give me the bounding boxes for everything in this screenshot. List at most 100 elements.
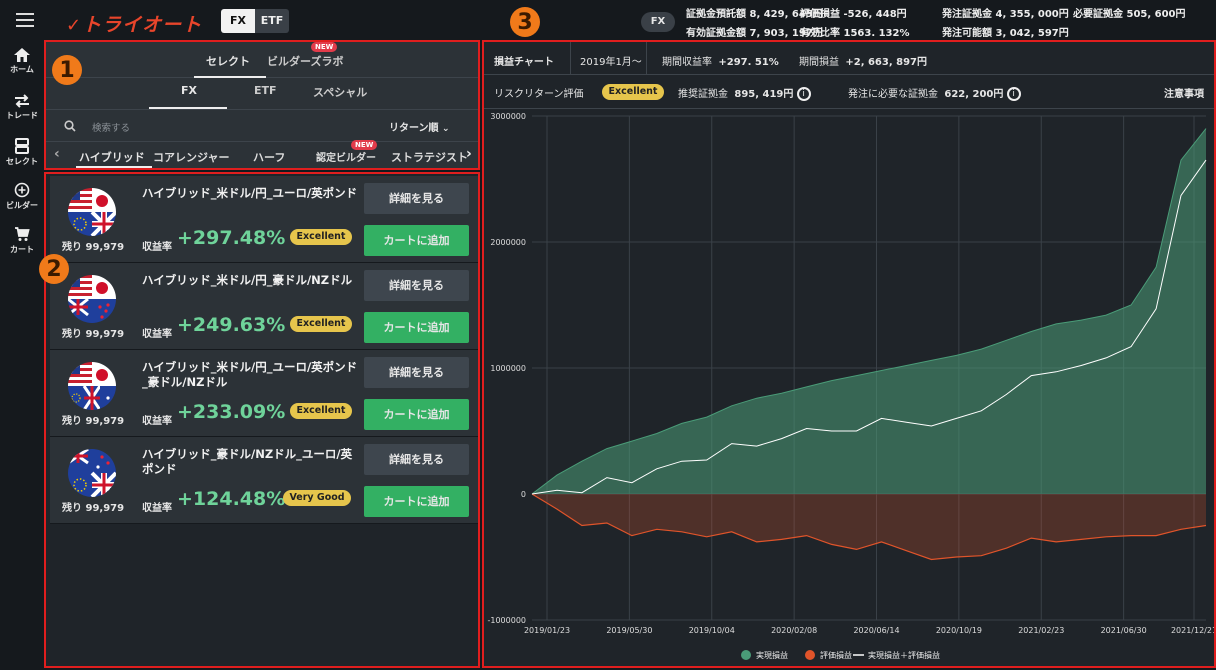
account-available: 発注可能額 3, 042, 597円	[942, 28, 1069, 39]
unrealized-pl-area	[532, 494, 1206, 560]
detail-button[interactable]: 詳細を見る	[364, 270, 469, 301]
top-bar: ✓トライオート FX ETF FX 証拠金預託額 8, 429, 645円 評価…	[0, 0, 1216, 40]
sub-tabs: FX ETF スペシャル	[46, 78, 478, 110]
period-pl: 期間損益 +2, 663, 897円	[799, 57, 928, 68]
chart-panel: 損益チャート 2019年1月～ 期間収益率 +297. 51% 期間損益 +2,…	[482, 40, 1216, 668]
badge-3: 3	[510, 7, 540, 37]
search-input[interactable]: 検索する	[92, 123, 131, 134]
return-value: +297.48%	[177, 227, 286, 249]
period-return: 期間収益率 +297. 51%	[662, 57, 779, 68]
account-unrealized: 評価損益 -526, 448円	[800, 9, 907, 20]
cart-icon	[15, 227, 30, 241]
remaining-count: 残り 99,979	[62, 503, 125, 514]
return-value: +233.09%	[177, 401, 286, 423]
tab-select[interactable]: セレクト	[206, 55, 250, 68]
grade-badge: Excellent	[290, 403, 352, 419]
category-core-ranger[interactable]: コアレンジャー	[153, 151, 230, 164]
subtab-fx[interactable]: FX	[181, 84, 197, 97]
category-certified-builder[interactable]: 認定ビルダー	[316, 153, 376, 164]
return-label: 収益率	[142, 416, 172, 427]
remaining-count: 残り 99,979	[62, 242, 125, 253]
unrealized-pl-line	[531, 493, 1207, 561]
chevron-down-icon: ⌄	[441, 124, 450, 134]
y-tick-label: -1000000	[487, 616, 526, 625]
badge-1: 1	[52, 55, 82, 85]
chevron-left-icon[interactable]: ‹	[54, 146, 60, 162]
info-icon[interactable]: i	[1006, 87, 1021, 101]
app-logo[interactable]: ✓トライオート	[66, 14, 203, 36]
legend-swatch	[741, 650, 751, 660]
subtab-etf[interactable]: ETF	[254, 84, 277, 97]
notice-link[interactable]: 注意事項	[1164, 89, 1204, 100]
home-icon	[14, 48, 30, 62]
risk-label: リスクリターン評価	[494, 89, 584, 100]
detail-button[interactable]: 詳細を見る	[364, 444, 469, 475]
strategy-name: ハイブリッド_米ドル/円_ユーロ/英ポンド_豪ドル/NZドル	[142, 360, 358, 389]
y-tick-label: 2000000	[490, 238, 526, 247]
currency-flag-icon	[68, 188, 116, 236]
currency-flag-icon	[68, 449, 116, 497]
chart-header: 損益チャート 2019年1月～ 期間収益率 +297. 51% 期間損益 +2,…	[484, 42, 1214, 75]
grade-badge: Very Good	[283, 490, 351, 506]
nav-cart[interactable]: カート	[0, 226, 44, 255]
strategy-card[interactable]: 残り 99,979 ハイブリッド_米ドル/円_豪ドル/NZドル 収益率 +249…	[50, 263, 478, 350]
strategy-name: ハイブリッド_米ドル/円_ユーロ/英ポンド	[142, 186, 358, 200]
account-order-margin: 発注証拠金 4, 355, 000円	[942, 9, 1069, 20]
strategy-card[interactable]: 残り 99,979 ハイブリッド_米ドル/円_ユーロ/英ポンド_豪ドル/NZドル…	[50, 350, 478, 437]
select-icon	[15, 138, 29, 154]
x-tick-label: 2020/06/14	[853, 626, 899, 635]
detail-button[interactable]: 詳細を見る	[364, 183, 469, 214]
account-effective-margin: 有効証拠金額 7, 903, 197円	[686, 28, 823, 39]
category-hybrid[interactable]: ハイブリッド	[79, 151, 145, 164]
trade-icon	[15, 94, 29, 108]
tab-pl-chart[interactable]: 損益チャート	[494, 57, 554, 68]
tab-select-underline	[194, 76, 266, 78]
x-tick-label: 2021/02/23	[1018, 626, 1064, 635]
account-effective-ratio: 有効比率 1563. 132%	[800, 28, 910, 39]
divider	[570, 42, 571, 75]
category-half[interactable]: ハーフ	[253, 151, 286, 164]
add-to-cart-button[interactable]: カートに追加	[364, 225, 469, 256]
nav-trade[interactable]: トレード	[0, 94, 44, 121]
nav-builder[interactable]: ビルダー	[0, 182, 44, 211]
badge-2: 2	[39, 254, 69, 284]
chevron-right-icon[interactable]: ›	[466, 146, 472, 162]
add-to-cart-button[interactable]: カートに追加	[364, 312, 469, 343]
strategy-name: ハイブリッド_米ドル/円_豪ドル/NZドル	[142, 273, 353, 287]
account-deposit: 証拠金預託額 8, 429, 645円	[686, 9, 823, 20]
period-select[interactable]: 2019年1月～	[580, 57, 642, 68]
product-switch: FX ETF	[221, 9, 289, 33]
x-tick-label: 2021/12/21	[1171, 626, 1214, 635]
search-row: 検索する リターン順 ⌄	[46, 110, 478, 142]
strategy-card[interactable]: 残り 99,979 ハイブリッド_米ドル/円_ユーロ/英ポンド 収益率 +297…	[50, 176, 478, 263]
tab-builders-lab[interactable]: ビルダーズラボ	[267, 55, 344, 68]
return-label: 収益率	[142, 329, 172, 340]
risk-grade-badge: Excellent	[602, 84, 664, 100]
nav-home[interactable]: ホーム	[0, 48, 44, 75]
add-to-cart-button[interactable]: カートに追加	[364, 399, 469, 430]
remaining-count: 残り 99,979	[62, 416, 125, 427]
return-label: 収益率	[142, 242, 172, 253]
grade-badge: Excellent	[290, 229, 352, 245]
sort-select[interactable]: リターン順 ⌄	[389, 123, 450, 134]
legend-label: 実現損益＋評価損益	[868, 650, 940, 660]
segment-fx[interactable]: FX	[221, 9, 255, 33]
pl-chart: 3000000 2000000 1000000 0 -10000002019/01/23…	[487, 112, 1214, 660]
account-type-pill[interactable]: FX	[641, 12, 675, 32]
strategy-filter-panel: セレクト ビルダーズラボ NEW FX ETF スペシャル 検索する リターン順…	[44, 40, 480, 170]
add-to-cart-button[interactable]: カートに追加	[364, 486, 469, 517]
return-value: +249.63%	[177, 314, 286, 336]
info-icon[interactable]: i	[796, 87, 811, 101]
subtab-fx-underline	[149, 107, 227, 109]
x-tick-label: 2020/02/08	[771, 626, 817, 635]
return-label: 収益率	[142, 503, 172, 514]
nav-select[interactable]: セレクト	[0, 138, 44, 167]
return-value: +124.48%	[177, 488, 286, 510]
detail-button[interactable]: 詳細を見る	[364, 357, 469, 388]
category-strategist[interactable]: ストラテジスト	[391, 151, 468, 164]
strategy-card[interactable]: 残り 99,979 ハイブリッド_豪ドル/NZドル_ユーロ/英ポンド 収益率 +…	[50, 437, 478, 524]
subtab-special[interactable]: スペシャル	[313, 86, 368, 99]
segment-etf[interactable]: ETF	[255, 9, 289, 33]
menu-icon[interactable]	[16, 13, 34, 27]
recommended-margin: 推奨証拠金 895, 419円 i	[678, 85, 811, 101]
